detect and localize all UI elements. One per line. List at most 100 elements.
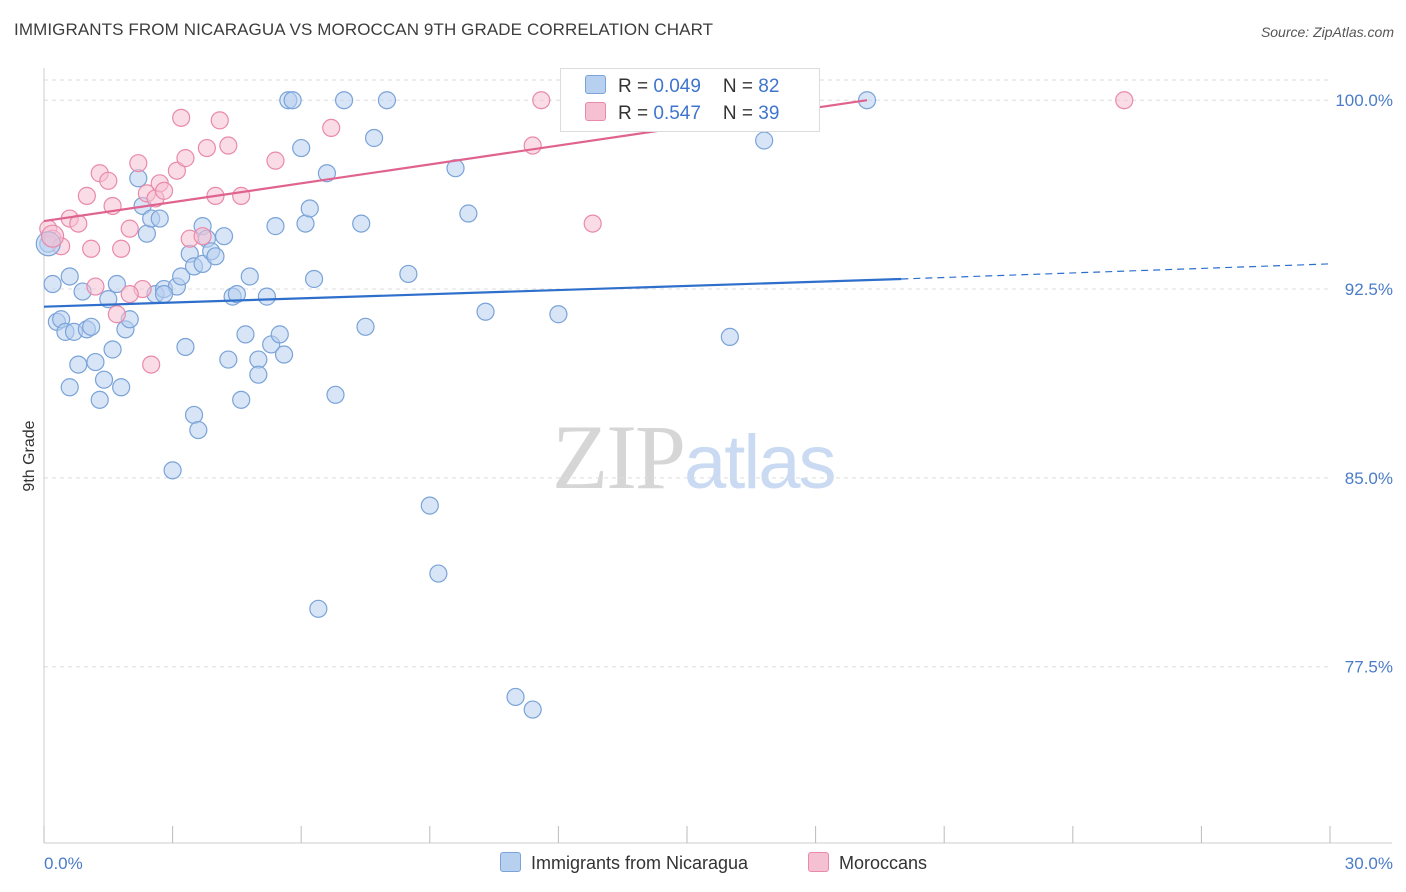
y-tick-label: 85.0% (1345, 469, 1393, 488)
legend-swatch-blue (585, 75, 606, 94)
nicaragua-point (184, 405, 204, 425)
nicaragua-point (206, 247, 225, 266)
y-tick-label: 92.5% (1345, 280, 1393, 299)
nicaragua-point (103, 340, 122, 359)
moroccan-point (193, 227, 212, 246)
watermark-atlas: atlas (684, 420, 837, 505)
series-legend-item-nicaragua[interactable]: Immigrants from Nicaragua (500, 852, 748, 874)
moroccan-point (129, 154, 148, 173)
nicaragua-point (94, 370, 114, 389)
nicaragua-point (163, 461, 182, 480)
legend-n-label: N = (722, 103, 759, 124)
nicaragua-trend-line (43, 277, 902, 308)
nicaragua-point (420, 496, 439, 515)
moroccan-point (266, 151, 285, 170)
nicaragua-point (270, 325, 289, 344)
nicaragua-point (549, 305, 568, 324)
nicaragua-point (249, 350, 268, 369)
nicaragua-point (755, 131, 774, 150)
nicaragua-point (214, 227, 234, 246)
moroccan-point-cluster (40, 224, 65, 248)
nicaragua-point (172, 267, 191, 286)
nicaragua-point (283, 91, 302, 110)
nicaragua-point (377, 91, 397, 110)
nicaragua-point (90, 390, 109, 409)
nicaragua-point (266, 217, 285, 236)
watermark-zip: ZIP (552, 406, 686, 508)
nicaragua-point (86, 352, 105, 372)
moroccan-point (112, 239, 131, 258)
legend-r-value-blue: 0.049 (653, 76, 701, 97)
nicaragua-point (257, 287, 277, 306)
nicaragua-point (150, 209, 169, 228)
nicaragua-point (107, 274, 126, 294)
moroccan-point (583, 214, 602, 233)
nicaragua-point (720, 327, 739, 346)
nicaragua-point (352, 214, 371, 233)
nicaragua-point (399, 264, 418, 284)
moroccan-point (532, 91, 551, 110)
moroccan-point (1115, 91, 1134, 110)
nicaragua-point (227, 284, 246, 304)
legend-n-label: N = (722, 76, 759, 97)
nicaragua-point (60, 378, 79, 397)
legend-r-label: R = (618, 103, 654, 124)
nicaragua-point (60, 267, 79, 286)
moroccan-point (82, 239, 101, 258)
moroccan-point (176, 149, 195, 168)
y-tick-label: 77.5% (1345, 658, 1393, 677)
legend-swatch-pink (585, 102, 606, 121)
nicaragua-point (309, 599, 328, 618)
nicaragua-point (429, 564, 448, 583)
moroccan-point (99, 171, 118, 190)
legend-n-value-blue: 82 (758, 76, 780, 97)
moroccan-point (142, 355, 161, 374)
nicaragua-point (43, 274, 62, 294)
series-swatch-pink (808, 852, 829, 872)
x-tick-label: 0.0% (44, 854, 83, 873)
nicaragua-point (189, 420, 208, 440)
nicaragua-point (317, 164, 337, 183)
watermark: ZIPatlas (552, 404, 837, 510)
nicaragua-point (506, 687, 525, 707)
legend-r-value-pink: 0.547 (653, 103, 701, 124)
x-tick-label: 30.0% (1345, 854, 1393, 873)
moroccan-point (219, 136, 238, 155)
moroccan-point (120, 219, 139, 238)
source-label: Source: ZipAtlas.com (1260, 24, 1394, 40)
legend-r-label: R = (618, 76, 654, 97)
y-axis-title: 9th Grade (21, 420, 38, 491)
series-legend: Immigrants from Nicaragua Moroccans (0, 852, 1406, 876)
nicaragua-point (300, 199, 319, 218)
moroccan-point (107, 305, 126, 324)
nicaragua-trend-extension (901, 263, 1331, 280)
nicaragua-point (523, 700, 542, 719)
series-legend-item-moroccans[interactable]: Moroccans (808, 852, 927, 874)
moroccan-point (210, 111, 229, 130)
moroccan-point (232, 186, 251, 205)
nicaragua-point (356, 317, 375, 336)
nicaragua-point (326, 385, 345, 404)
moroccan-point (197, 138, 216, 158)
nicaragua-point (154, 284, 174, 304)
moroccan-point (167, 161, 186, 180)
moroccan-point (77, 186, 96, 205)
nicaragua-point (69, 355, 88, 374)
nicaragua-point (334, 91, 354, 110)
nicaragua-point (219, 350, 238, 369)
y-tick-label: 100.0% (1335, 91, 1393, 110)
legend-row-pink: R = 0.547 N = 39 (585, 102, 779, 126)
nicaragua-point (296, 214, 315, 233)
correlation-legend: R = 0.049 N = 82 R = 0.547 N = 39 (560, 68, 820, 132)
nicaragua-point (476, 302, 495, 321)
legend-n-value-pink: 39 (758, 103, 780, 124)
nicaragua-point (232, 390, 251, 409)
moroccan-point (120, 284, 139, 304)
nicaragua-point (240, 267, 259, 286)
moroccan-point (172, 108, 191, 127)
moroccan-point (154, 181, 174, 200)
nicaragua-point (236, 325, 255, 344)
legend-row-blue: R = 0.049 N = 82 (585, 75, 779, 99)
series-swatch-blue (500, 852, 521, 872)
